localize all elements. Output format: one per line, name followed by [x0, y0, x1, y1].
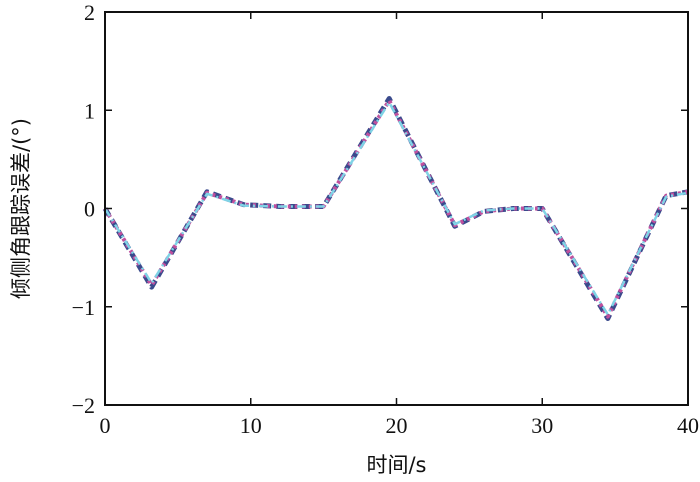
y-tick-label: −1: [72, 295, 95, 320]
y-axis-title: 倾侧角跟踪误差/(°): [9, 118, 33, 299]
series-line-1: [102, 96, 689, 321]
x-tick-label: 30: [531, 413, 553, 438]
x-tick-label: 20: [386, 413, 408, 438]
x-tick-label: 10: [240, 413, 262, 438]
plot-area-frame: [104, 11, 689, 406]
series-layer: [102, 96, 689, 321]
x-tick-label: 0: [100, 413, 111, 438]
series-line-3: [103, 101, 689, 316]
x-axis-title: 时间/s: [366, 453, 426, 477]
y-tick-label: −2: [72, 393, 95, 418]
x-tick-label: 40: [677, 413, 699, 438]
series-line-2: [103, 98, 689, 319]
y-tick-label: 1: [84, 98, 95, 123]
y-tick-label: 2: [84, 0, 95, 25]
y-tick-label: 0: [84, 197, 95, 222]
